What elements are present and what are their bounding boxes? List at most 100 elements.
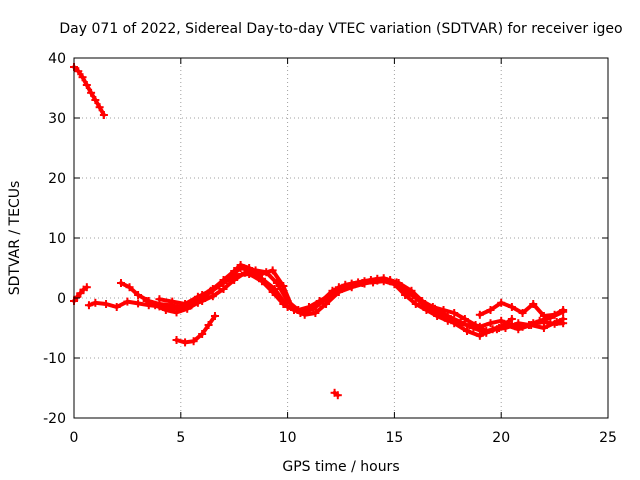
data-point	[495, 324, 504, 332]
data-point	[168, 297, 177, 306]
data-point	[134, 291, 143, 299]
data-point	[91, 96, 100, 104]
data-point	[514, 325, 523, 334]
data-point	[257, 277, 266, 286]
data-point	[123, 297, 132, 306]
data-point	[99, 111, 108, 119]
data-point	[430, 304, 439, 313]
data-point	[151, 301, 160, 310]
data-point	[535, 316, 544, 325]
data-point	[482, 328, 491, 337]
y-tick-label: -10	[43, 351, 66, 367]
y-tick-label: -20	[43, 411, 66, 427]
data-point	[497, 316, 506, 325]
data-point	[116, 279, 125, 287]
data-point	[95, 103, 104, 112]
data-point	[268, 266, 277, 275]
data-point	[486, 306, 495, 314]
data-point	[539, 312, 548, 320]
x-tick-label: 20	[492, 430, 510, 446]
data-point	[232, 271, 241, 280]
data-point	[91, 298, 100, 307]
x-tick-label: 0	[70, 430, 79, 446]
data-point	[507, 315, 516, 323]
data-point	[341, 280, 350, 289]
data-point	[268, 288, 277, 296]
y-axis-label: SDTVAR / TECUs	[7, 181, 23, 296]
data-point	[142, 297, 151, 305]
data-point	[392, 278, 401, 287]
data-point	[450, 309, 459, 317]
data-point	[456, 318, 465, 326]
data-point	[204, 321, 213, 329]
data-point	[183, 304, 192, 313]
x-tick-label: 15	[385, 430, 403, 446]
y-tick-label: 10	[48, 231, 66, 247]
data-point	[172, 336, 181, 344]
data-point	[82, 81, 91, 89]
data-point	[181, 338, 190, 347]
data-point	[507, 303, 516, 311]
data-point	[486, 319, 495, 328]
data-point	[181, 300, 190, 308]
data-point	[497, 298, 506, 307]
data-point	[529, 300, 538, 308]
data-point	[302, 307, 311, 316]
data-point	[134, 299, 143, 308]
data-point	[78, 73, 87, 82]
y-tick-label: 40	[48, 51, 66, 67]
data-point	[443, 312, 452, 320]
data-point	[539, 324, 548, 332]
data-point	[463, 327, 472, 335]
data-point	[315, 298, 324, 307]
x-axis-label: GPS time / hours	[282, 459, 399, 475]
data-point	[155, 295, 164, 304]
data-point	[172, 308, 181, 317]
data-point	[290, 306, 299, 314]
data-point	[245, 270, 254, 278]
data-point	[193, 292, 202, 301]
data-point	[460, 315, 469, 323]
data-point	[379, 274, 388, 283]
data-point	[74, 67, 83, 76]
data-point	[112, 303, 121, 311]
data-point	[527, 321, 536, 329]
data-point	[219, 279, 228, 287]
series-line-dip-segment	[174, 314, 217, 345]
data-traces	[70, 63, 568, 400]
data-point	[333, 391, 342, 400]
data-point	[328, 286, 337, 295]
data-point	[189, 337, 198, 346]
data-point	[82, 283, 91, 292]
y-tick-label: 30	[48, 111, 66, 127]
data-point	[87, 88, 96, 97]
data-point	[311, 309, 320, 317]
data-point	[405, 289, 414, 298]
data-point	[559, 315, 568, 323]
data-point	[206, 286, 215, 295]
data-point	[469, 324, 478, 332]
data-point	[354, 278, 363, 287]
data-point	[418, 298, 427, 307]
data-point	[236, 264, 245, 272]
x-tick-label: 5	[176, 430, 185, 446]
data-point	[366, 276, 375, 284]
data-point	[102, 300, 111, 308]
data-point	[210, 312, 219, 320]
data-point	[559, 306, 568, 314]
x-tick-label: 25	[599, 430, 617, 446]
data-point	[552, 318, 561, 326]
data-point	[198, 330, 207, 338]
chart-title: Day 071 of 2022, Sidereal Day-to-day VTE…	[59, 21, 622, 37]
data-point	[518, 309, 527, 317]
data-point	[161, 306, 170, 314]
data-point	[208, 292, 217, 301]
data-point	[550, 310, 559, 319]
grid	[74, 58, 608, 418]
data-point	[125, 283, 134, 292]
axis-ticks: 0 5 10 15 20 25 -20 -10 0 10 20 30 40	[43, 51, 617, 446]
data-point	[84, 301, 93, 310]
y-tick-label: 0	[57, 291, 66, 307]
data-point	[279, 300, 288, 308]
